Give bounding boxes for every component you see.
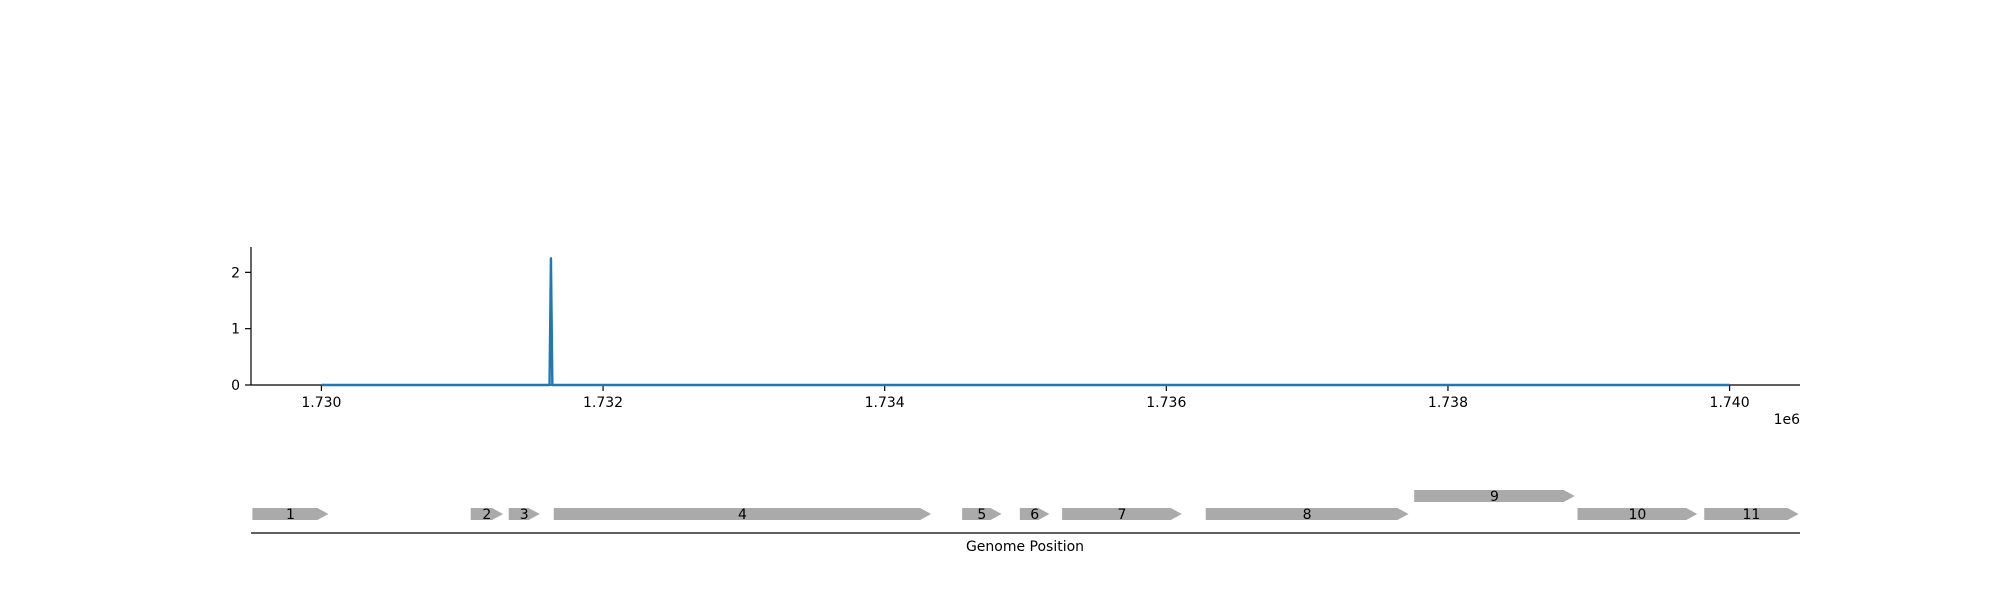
gene-label-4: 4: [738, 507, 747, 523]
gene-label-2: 2: [482, 507, 491, 523]
gene-arrow-4: [553, 508, 932, 520]
gene-arrow-1: [252, 508, 329, 520]
gene-arrow-6: [1019, 508, 1050, 520]
gene-label-9: 9: [1490, 489, 1499, 505]
x-tick-label: 1.732: [583, 395, 623, 411]
x-offset-label: 1e6: [1774, 412, 1801, 428]
x-tick-label: 1.730: [301, 395, 341, 411]
y-tick-label: 2: [231, 265, 240, 281]
y-tick-label: 1: [231, 322, 240, 338]
gene-arrow-5: [962, 508, 1002, 520]
gene-arrow-9: [1414, 490, 1575, 502]
x-tick-label: 1.736: [1146, 395, 1186, 411]
gene-label-8: 8: [1303, 507, 1312, 523]
x-axis-label: Genome Position: [966, 539, 1084, 555]
gene-label-5: 5: [977, 507, 986, 523]
x-tick-label: 1.734: [865, 395, 905, 411]
series-line-signal: [321, 257, 1730, 387]
y-tick-label: 0: [231, 378, 240, 394]
gene-arrow-7: [1062, 508, 1182, 520]
gene-panel: 1 2 3 4 5 6 7 8 9 10 11: [251, 489, 1800, 534]
gene-arrow-11: [1704, 508, 1799, 520]
gene-label-3: 3: [520, 507, 529, 523]
gene-label-6: 6: [1030, 507, 1039, 523]
gene-label-10: 10: [1628, 507, 1646, 523]
gene-arrow-2: [470, 508, 504, 520]
signal-panel: 0 1 2 1.730 1.732 1.734 1.736 1.738 1.740: [231, 247, 1800, 411]
gene-arrow-3: [508, 508, 540, 520]
x-tick-label: 1.738: [1428, 395, 1468, 411]
gene-arrow-10: [1577, 508, 1698, 520]
gene-label-11: 11: [1743, 507, 1761, 523]
gene-label-1: 1: [286, 507, 295, 523]
gene-label-7: 7: [1117, 507, 1126, 523]
x-tick-label: 1.740: [1710, 395, 1750, 411]
gene-arrow-8: [1205, 508, 1409, 520]
